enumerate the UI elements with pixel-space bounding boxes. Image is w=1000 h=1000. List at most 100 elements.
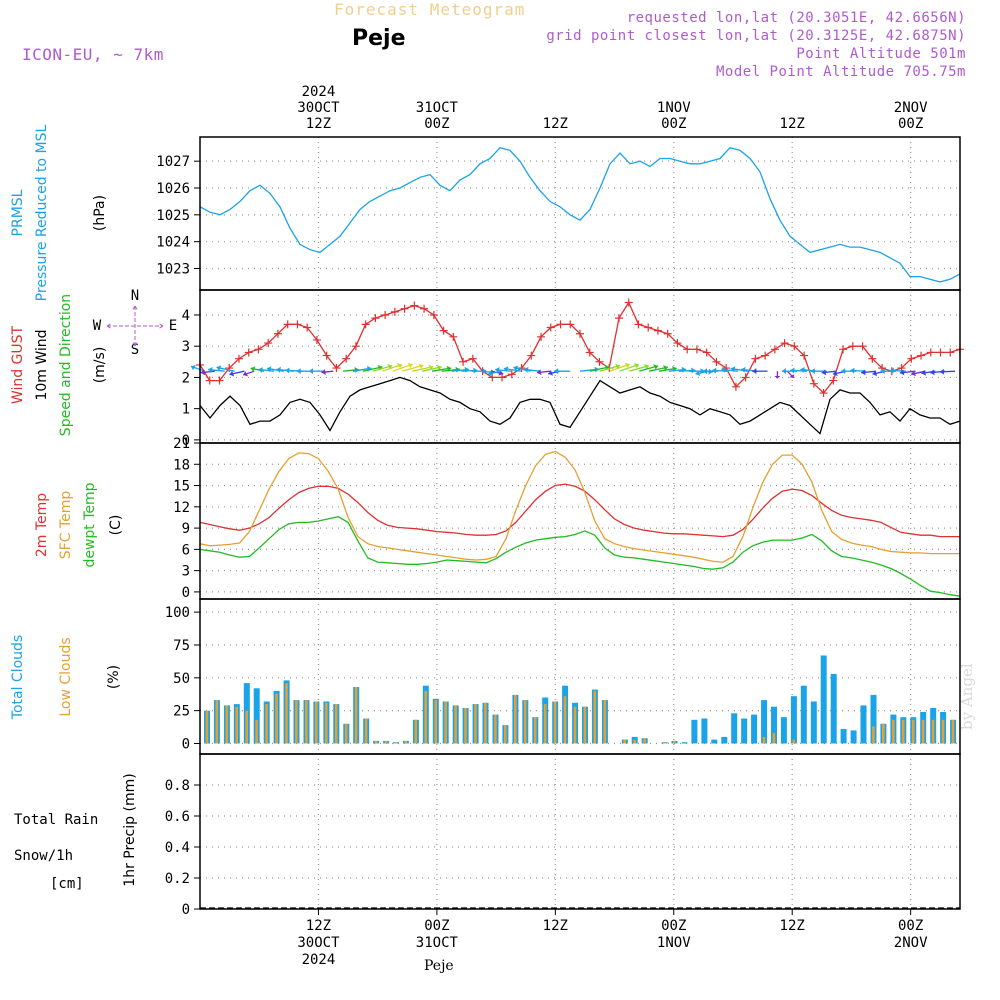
wind-arrow-head [250,366,256,372]
low-cloud-bar [543,704,547,744]
y-tick-label: 1027 [156,154,190,170]
gust-marker [283,320,292,329]
model-label: ICON-EU, ~ 7km [22,45,164,64]
gust-marker [361,320,370,329]
total-cloud-bar [741,718,748,744]
pressure-axis-label: (hPa) [92,195,108,231]
wind-arrow-head [930,369,935,376]
wind-arrow-head [695,370,701,376]
gust-marker [371,314,380,323]
low-cloud-bar [424,690,427,744]
bottom-time-label: 2NOV [894,935,928,951]
total-cloud-bar [691,719,698,744]
y-tick-label: 0.8 [165,778,190,794]
wind-arrow-head [939,368,945,375]
gust-marker [507,370,516,379]
total-cloud-bar [721,736,728,744]
gridpoint-coords: grid point closest lon,lat (20.3125E, 42… [546,28,966,44]
wind-arrow-head [276,366,281,373]
gust-marker [839,345,848,354]
gust-marker [790,342,799,351]
wind-arrow-head [216,365,222,371]
gust-marker [809,379,818,388]
total-cloud-bar [711,739,718,744]
low-cloud-bar [344,723,348,744]
low-cloud-bar [494,714,497,744]
gust-marker [439,326,448,335]
wind-arrow-head [397,363,402,369]
low-cloud-bar [911,719,915,744]
total-cloud-bar [800,685,807,744]
top-time-label: 30OCT [297,100,340,116]
low-cloud-bar [275,693,278,744]
wind-arrow-head [387,364,393,370]
gust-marker [351,342,360,351]
total-cloud-bar [780,717,787,744]
wind-arrow-head [321,369,326,375]
total-cloud-bar [731,713,738,744]
low-cloud-bar [285,683,288,744]
bottom-time-label: 12Z [543,918,568,934]
low-cloud-bar [315,701,318,744]
low-cloud-bar [295,700,298,744]
total-cloud-bar [820,655,827,744]
wind-arrow-head [615,363,621,370]
y-tick-label: 1025 [156,208,190,224]
low-cloud-bar [772,733,776,744]
bottom-time-label: 00Z [898,918,923,934]
gust-marker [215,376,224,385]
top-time-label: 00Z [424,116,449,132]
gust-marker [907,354,916,363]
total-cloud-bar [701,718,708,744]
wind-arrow-head [721,366,726,373]
wind-arrow-head [889,367,895,374]
precip-legend-entry: Total Rain [14,812,98,828]
bottom-time-label: 00Z [661,918,686,934]
gust-marker [868,354,877,363]
y-tick-label: 2 [182,370,190,386]
bottom-time-label: 30OCT [297,935,340,951]
gust-marker [936,348,945,357]
total-cloud-bar [771,706,777,744]
low-cloud-bar [941,719,945,744]
y-tick-label: 9 [182,521,190,537]
gust-marker [400,304,409,313]
top-time-label: 31OCT [416,100,459,116]
low-cloud-bar [514,694,517,744]
total-cloud-bar [253,688,260,744]
low-cloud-bar [872,726,875,744]
wind-arrow-head [712,367,717,374]
wind-arrow-head [495,366,500,373]
gust-marker [819,389,828,398]
wind-arrow-head [366,365,372,372]
low-cloud-bar [623,739,626,744]
bottom-time-label: 31OCT [416,935,459,951]
wind-arrow-head [691,367,696,374]
gust-marker [946,348,955,357]
low-cloud-bar [931,719,935,744]
wind-arrow-head [810,368,815,375]
low-cloud-bar [404,740,408,744]
gust-marker [332,364,341,373]
gust-marker [459,357,468,366]
wind-arrow-head [604,364,610,371]
gust-marker [644,323,653,332]
y-tick-label: 21 [173,436,190,452]
low-cloud-bar [484,702,487,744]
low-cloud-bar [235,706,238,744]
wind-arrow-head [789,374,795,378]
low-cloud-bar [265,704,268,744]
wind-arrow-head [243,371,249,377]
bottom-time-label: 1NOV [657,935,691,951]
wind-arrow-head [523,366,529,373]
wind-arrow-head [899,369,905,376]
low-cloud-bar [464,708,467,744]
low-cloud-bar [573,706,577,744]
low-cloud-bar [603,700,607,744]
gust-marker [273,329,282,338]
gust-marker [234,354,243,363]
total-cloud-bar [681,742,688,744]
wind-arrow-head [536,369,542,376]
wind-arrow-head [741,366,746,373]
gust-marker [527,351,536,360]
